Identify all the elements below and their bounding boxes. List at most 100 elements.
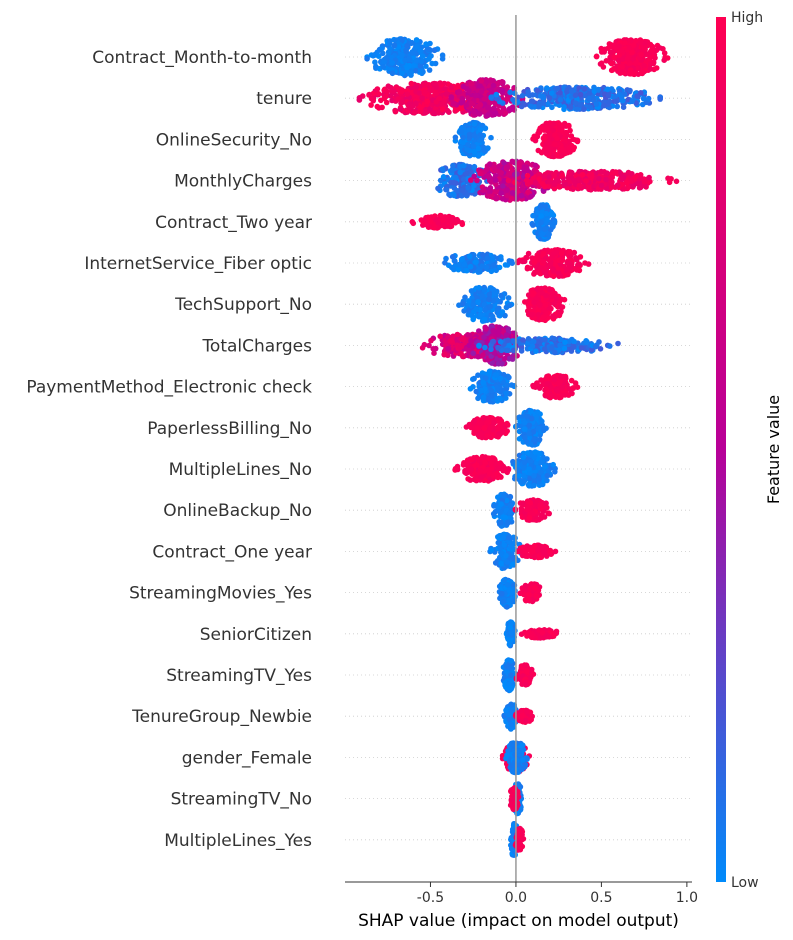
shap-point <box>426 56 432 62</box>
shap-point <box>541 346 548 352</box>
shap-point <box>609 174 615 181</box>
shap-point <box>503 395 509 402</box>
shap-point <box>418 58 425 65</box>
shap-point <box>473 92 480 99</box>
shap-point <box>450 162 456 169</box>
shap-point <box>507 89 513 96</box>
shap-point <box>505 177 512 184</box>
shap-point <box>479 293 486 299</box>
shap-point <box>514 100 520 106</box>
shap-point <box>536 226 543 232</box>
shap-point <box>429 60 436 67</box>
shap-point <box>661 57 667 63</box>
shap-point <box>383 55 390 61</box>
shap-point <box>535 147 542 154</box>
shap-point <box>514 353 520 359</box>
shap-point <box>422 110 429 116</box>
shap-point <box>480 394 487 401</box>
shap-point <box>595 86 602 93</box>
shap-point <box>604 170 610 176</box>
shap-point <box>504 164 511 170</box>
shap-point <box>550 266 556 272</box>
shap-point <box>385 49 392 55</box>
shap-point <box>451 179 457 186</box>
shap-point <box>487 303 494 310</box>
shap-point <box>486 291 493 298</box>
shap-point <box>488 87 495 93</box>
shap-point <box>592 343 599 350</box>
shap-point <box>541 307 547 313</box>
shap-point <box>530 222 536 228</box>
shap-point <box>514 171 520 177</box>
shap-point <box>527 103 534 109</box>
shap-point <box>505 337 511 344</box>
shap-point <box>460 134 466 141</box>
shap-point <box>533 348 539 355</box>
shap-point <box>566 123 572 129</box>
shap-point <box>408 69 414 75</box>
shap-point <box>554 135 560 142</box>
shap-point <box>542 203 549 209</box>
shap-point <box>479 263 485 270</box>
shap-point <box>483 166 490 173</box>
shap-point <box>593 53 600 60</box>
shap-point <box>536 385 543 391</box>
shap-point <box>612 169 619 175</box>
shap-point <box>577 91 584 98</box>
shap-point <box>448 337 455 344</box>
shap-point <box>459 187 465 194</box>
shap-point <box>492 177 499 183</box>
shap-point <box>548 305 554 312</box>
shap-point <box>397 106 404 112</box>
shap-point <box>505 326 512 332</box>
shap-point <box>497 339 504 345</box>
shap-point <box>542 337 548 343</box>
shap-point <box>567 103 574 110</box>
shap-point <box>484 104 491 111</box>
shap-point <box>468 100 475 107</box>
shap-point <box>562 181 569 188</box>
shap-point <box>538 377 544 383</box>
shap-point <box>481 96 488 102</box>
shap-point <box>465 184 472 191</box>
shap-point <box>470 85 477 91</box>
shap-point <box>601 102 607 109</box>
shap-point <box>530 290 537 296</box>
shap-point <box>451 192 457 199</box>
shap-point <box>583 339 590 346</box>
shap-point <box>613 98 619 105</box>
shap-point <box>427 40 433 47</box>
shap-point <box>482 125 489 131</box>
shap-point <box>481 334 487 341</box>
shap-point <box>461 261 468 268</box>
shap-point <box>638 90 644 96</box>
shap-point <box>481 316 488 323</box>
shap-point <box>459 336 465 343</box>
shap-point <box>458 129 465 135</box>
shap-point <box>479 251 486 258</box>
shap-point <box>463 102 470 108</box>
shap-point <box>413 58 420 64</box>
shap-point <box>626 44 633 51</box>
shap-point <box>384 88 390 95</box>
shap-point <box>520 100 526 106</box>
shap-point <box>431 80 438 87</box>
shap-point <box>485 112 491 118</box>
shap-point <box>439 56 446 62</box>
shap-point <box>409 50 416 56</box>
shap-point <box>491 329 497 335</box>
shap-point <box>435 220 442 226</box>
shap-point <box>431 110 437 117</box>
shap-point <box>519 186 525 193</box>
shap-point <box>417 63 424 69</box>
shap-point <box>458 256 465 263</box>
shap-point <box>633 60 639 66</box>
shap-point <box>551 300 558 307</box>
shap-point <box>620 104 627 110</box>
shap-point <box>550 313 556 319</box>
shap-point <box>383 99 390 106</box>
shap-point <box>379 45 385 52</box>
shap-point <box>539 231 546 237</box>
shap-point <box>373 63 379 70</box>
